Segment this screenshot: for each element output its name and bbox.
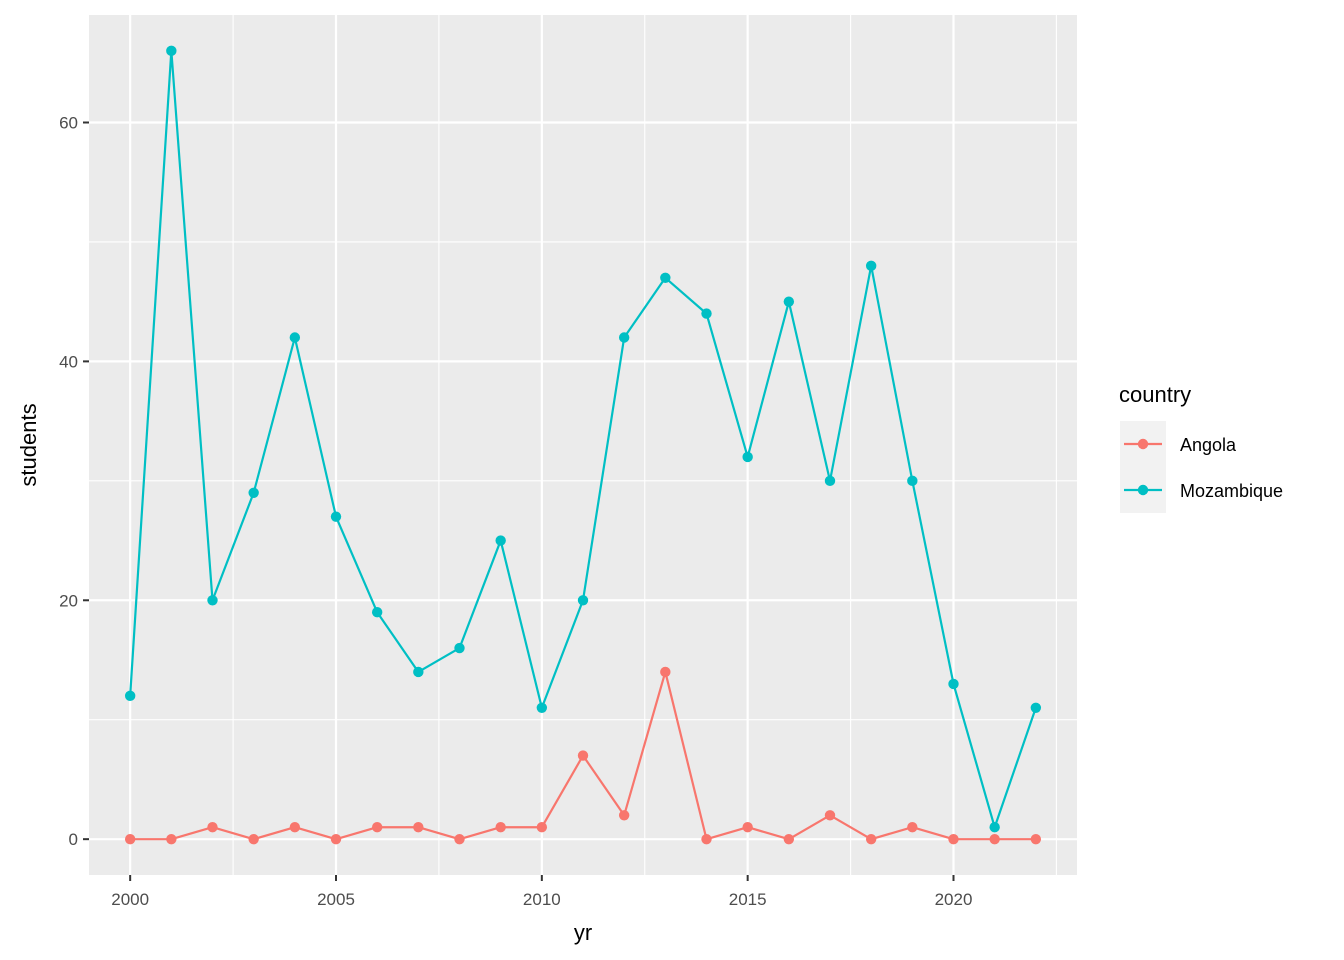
- data-point-angola: [577, 750, 589, 761]
- data-point-mozambique: [865, 260, 877, 272]
- plot-panel: [89, 15, 1077, 875]
- data-point-angola: [824, 810, 836, 821]
- data-point-angola: [907, 822, 918, 833]
- data-point-mozambique: [701, 308, 712, 319]
- data-point-angola: [742, 822, 753, 833]
- series-layer: [124, 45, 1042, 845]
- data-point-angola: [495, 822, 506, 833]
- data-point-mozambique: [948, 678, 959, 690]
- data-point-angola: [166, 833, 177, 845]
- x-axis: 2000 2005 2010 2015 2020: [111, 875, 972, 909]
- data-point-mozambique: [660, 272, 671, 283]
- data-point-mozambique: [330, 511, 342, 522]
- data-point-mozambique: [207, 595, 218, 606]
- data-point-mozambique: [989, 822, 1000, 833]
- legend-label: Mozambique: [1180, 481, 1283, 501]
- data-point-angola: [413, 822, 424, 833]
- legend-key-point: [1137, 484, 1149, 496]
- series-angola: [124, 666, 1042, 845]
- x-tick-label: 2010: [523, 890, 561, 909]
- data-point-angola: [248, 833, 259, 845]
- x-tick-label: 2015: [729, 890, 767, 909]
- data-point-angola: [1030, 833, 1042, 845]
- data-point-mozambique: [536, 702, 548, 713]
- legend-label: Angola: [1180, 435, 1237, 455]
- data-point-mozambique: [454, 642, 465, 654]
- y-axis-title: students: [16, 403, 41, 486]
- data-point-angola: [536, 822, 548, 833]
- legend-key-point: [1137, 438, 1149, 450]
- data-point-mozambique: [1030, 702, 1042, 713]
- legend-item-angola: Angola: [1120, 421, 1237, 467]
- data-point-angola: [371, 822, 383, 833]
- data-point-angola: [124, 833, 136, 845]
- data-point-angola: [783, 833, 795, 845]
- data-point-angola: [989, 833, 1000, 845]
- data-point-angola: [454, 833, 465, 845]
- data-point-mozambique: [413, 666, 424, 678]
- data-point-angola: [207, 822, 218, 833]
- data-point-angola: [330, 833, 342, 845]
- y-tick-label: 40: [59, 352, 78, 371]
- legend-title: country: [1119, 382, 1191, 407]
- x-axis-title: yr: [574, 920, 592, 945]
- x-tick-label: 2005: [317, 890, 355, 909]
- data-point-angola: [618, 810, 630, 821]
- data-point-mozambique: [289, 332, 301, 343]
- y-tick-label: 20: [59, 591, 78, 610]
- data-point-mozambique: [248, 487, 259, 498]
- legend-item-mozambique: Mozambique: [1120, 467, 1283, 513]
- data-point-angola: [289, 822, 301, 833]
- data-point-angola: [660, 666, 671, 678]
- data-point-mozambique: [495, 535, 506, 546]
- data-point-mozambique: [166, 45, 177, 57]
- data-point-mozambique: [824, 475, 836, 487]
- data-point-angola: [948, 833, 959, 845]
- data-point-mozambique: [742, 451, 753, 463]
- y-axis: 0 20 40 60: [59, 114, 89, 849]
- legend-items: Angola Mozambique: [1120, 421, 1283, 513]
- data-point-mozambique: [907, 475, 918, 487]
- data-point-mozambique: [618, 332, 630, 343]
- data-point-mozambique: [783, 296, 795, 307]
- data-point-mozambique: [371, 607, 383, 618]
- series-mozambique: [124, 45, 1042, 833]
- minor-grid: [89, 15, 1077, 875]
- data-point-mozambique: [577, 595, 589, 606]
- data-point-angola: [701, 833, 712, 845]
- data-point-angola: [865, 833, 877, 845]
- y-tick-label: 60: [59, 114, 78, 133]
- y-tick-label: 0: [69, 830, 78, 849]
- data-point-mozambique: [124, 690, 136, 702]
- x-tick-label: 2020: [935, 890, 973, 909]
- legend: country Angola Mozambique: [1119, 382, 1283, 513]
- x-tick-label: 2000: [111, 890, 149, 909]
